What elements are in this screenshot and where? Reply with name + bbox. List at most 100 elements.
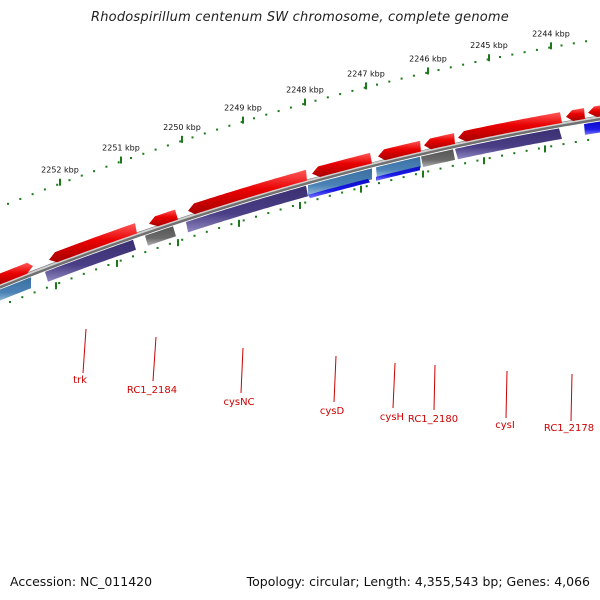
- leader-line: [152, 336, 157, 382]
- inner-tick: [537, 147, 540, 150]
- tick-mark: [511, 53, 514, 56]
- gene-label: cysD: [320, 406, 345, 417]
- tick-mark: [535, 48, 538, 51]
- tick-mark: [80, 174, 83, 177]
- inner-tick: [378, 182, 380, 185]
- tick-mark: [425, 71, 428, 74]
- gene-block: [186, 185, 308, 233]
- leader-line: [505, 370, 508, 419]
- tick-mark: [499, 56, 501, 58]
- tick-mark: [253, 117, 255, 120]
- tick-mark: [142, 152, 145, 155]
- tick-mark: [462, 63, 465, 66]
- cds-arrow: [149, 209, 178, 227]
- inner-tick: [33, 291, 36, 294]
- tick-mark: [560, 44, 563, 47]
- gene-track: [0, 121, 600, 301]
- inner-tick: [402, 176, 405, 179]
- inner-tick: [181, 238, 184, 241]
- inner-major-tick: [299, 202, 301, 209]
- inner-tick: [107, 263, 110, 266]
- tick-mark: [437, 69, 440, 72]
- tick-mark: [265, 113, 268, 116]
- inner-tick: [168, 242, 171, 245]
- inner-tick: [451, 164, 454, 167]
- cds-arrow: [312, 152, 372, 177]
- inner-tick: [156, 246, 159, 249]
- inner-major-tick: [238, 219, 240, 227]
- tick-mark: [400, 77, 403, 80]
- leader-line: [570, 373, 573, 422]
- tick-mark: [203, 132, 206, 135]
- gene-block: [584, 121, 600, 135]
- inner-tick: [132, 255, 134, 258]
- leader-line: [240, 347, 244, 394]
- tick-mark: [19, 197, 22, 200]
- major-tick: [427, 67, 429, 75]
- inner-tick: [291, 204, 294, 207]
- inner-tick: [95, 268, 98, 271]
- inner-major-tick: [116, 259, 118, 267]
- major-tick: [365, 82, 367, 90]
- inner-major-tick: [177, 239, 179, 247]
- tick-mark: [240, 121, 243, 124]
- gene-block: [376, 156, 421, 179]
- scale-labels: 2252 kbp 2251 kbp 2250 kbp 2249 kbp 2248 kbp…: [41, 29, 570, 174]
- inner-tick: [427, 170, 430, 173]
- inner-tick: [341, 191, 344, 194]
- major-tick: [181, 135, 183, 143]
- inner-tick: [304, 201, 307, 204]
- tick-mark: [7, 202, 9, 205]
- cds-arrow: [188, 169, 307, 215]
- inner-tick: [439, 167, 442, 170]
- inner-tick: [205, 230, 208, 233]
- inner-tick: [328, 194, 331, 197]
- chromosome-backbone: [0, 115, 600, 289]
- tick-mark: [474, 61, 477, 64]
- gene-label: cysI: [495, 420, 515, 431]
- tick-mark: [302, 103, 305, 106]
- scale-label: 2245 kbp: [470, 41, 508, 50]
- inner-tick: [9, 301, 11, 304]
- inner-tick: [574, 140, 577, 143]
- inner-major-tick: [422, 170, 424, 178]
- tick-mark: [31, 193, 34, 196]
- tick-mark: [68, 179, 71, 182]
- inner-tick: [70, 277, 73, 280]
- tick-mark: [228, 124, 231, 127]
- gene-block: [421, 149, 455, 168]
- page-title: Rhodospirillum centenum SW chromosome, c…: [91, 10, 509, 25]
- scale-label: 2250 kbp: [163, 123, 201, 132]
- tick-mark: [216, 128, 219, 131]
- inner-tick: [21, 296, 24, 299]
- gene-block: [0, 277, 31, 301]
- leader-line: [333, 355, 337, 403]
- scale-label: 2252 kbp: [41, 166, 79, 175]
- tick-mark: [166, 144, 169, 147]
- inner-major-tick: [360, 185, 362, 193]
- cds-arrow: [49, 223, 137, 263]
- cds-arrow: [566, 108, 585, 121]
- inner-tick: [587, 138, 590, 141]
- major-tick: [488, 54, 490, 62]
- gene-label: cysH: [380, 412, 404, 423]
- gene-labels: trk RC1_2184 cysNC cysD cysH RC1_2180 cysI RC1_…: [73, 328, 594, 434]
- inner-tick: [464, 162, 467, 165]
- accession-text: Accession: NC_011420: [10, 574, 153, 589]
- tick-mark: [56, 183, 59, 186]
- inner-major-tick: [544, 145, 546, 153]
- tick-mark: [105, 165, 108, 168]
- inner-tick: [414, 173, 417, 176]
- tick-mark: [486, 58, 489, 61]
- inner-tick: [255, 215, 257, 218]
- inner-tick: [562, 143, 565, 146]
- inner-major-tick: [483, 157, 485, 165]
- tick-mark: [277, 110, 280, 113]
- inner-tick: [45, 286, 48, 289]
- gene-label: RC1_2180: [408, 414, 458, 425]
- inner-tick: [230, 223, 233, 226]
- inner-tick: [218, 226, 221, 229]
- gene-block: [145, 226, 176, 246]
- gene-label: cysNC: [223, 397, 254, 408]
